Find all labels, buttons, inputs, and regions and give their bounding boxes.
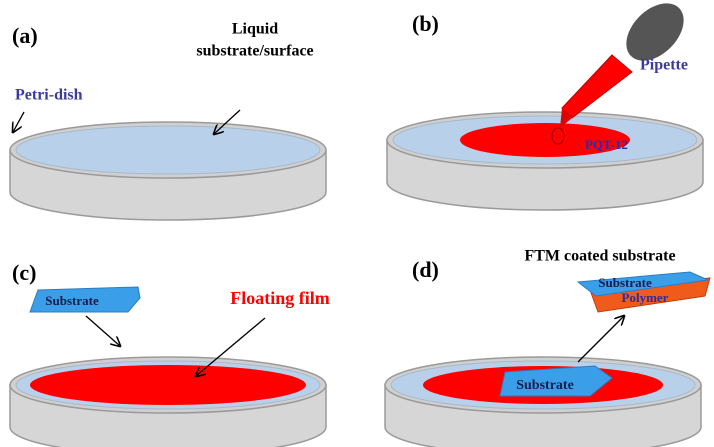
panel-c: (c) Substrate Floating film: [10, 260, 330, 447]
drop: [552, 128, 564, 144]
liquid-label: Liquid: [232, 21, 278, 38]
film: [30, 365, 306, 405]
liquid-label: substrate/surface: [196, 43, 313, 60]
panel-a: (a) Liquid substrate/surface Petri-dish: [10, 21, 326, 220]
arrow: [86, 316, 120, 346]
diagram: (a) Liquid substrate/surface Petri-dish …: [0, 0, 714, 447]
petri-dish: [10, 122, 326, 220]
substrate-label: Substrate: [516, 378, 574, 393]
panel-label: (d): [412, 257, 439, 282]
panel-d: (d) FTM coated substrate Substrate Polym…: [385, 248, 710, 447]
film-label: Floating film: [230, 288, 330, 308]
substrate-label: Substrate: [45, 293, 99, 308]
panel-label: (b): [412, 11, 439, 36]
substrate-label: Substrate: [598, 275, 652, 290]
film-label: PQT-12: [585, 137, 628, 152]
pipette-label: Pipette: [640, 57, 688, 74]
result-label: FTM coated substrate: [524, 248, 675, 265]
dish-label: Petri-dish: [15, 87, 83, 104]
panel-label: (a): [12, 23, 38, 48]
pipette-tube: [562, 55, 632, 118]
arrow: [13, 112, 24, 132]
panel-b: (b) Pipette PQT-12: [387, 0, 703, 210]
panel-label: (c): [12, 260, 36, 285]
polymer-label: Polymer: [622, 290, 669, 305]
arrow: [578, 316, 624, 362]
